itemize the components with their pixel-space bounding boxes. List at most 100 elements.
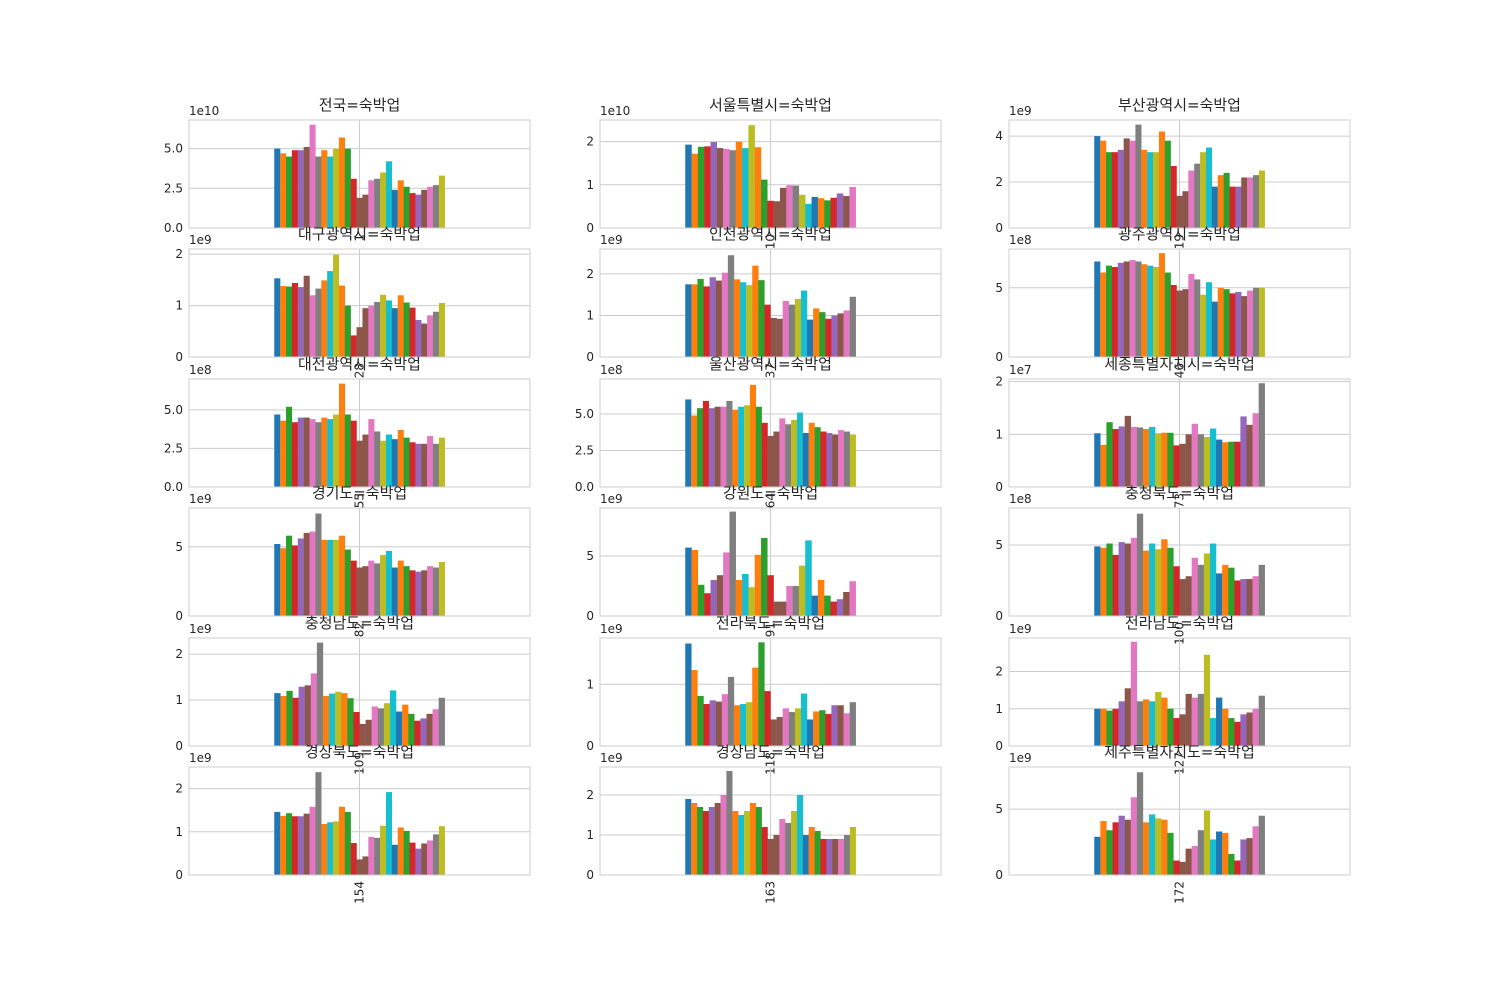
y-tick-label: 0	[995, 609, 1003, 623]
x-tick-label: 10	[764, 234, 778, 249]
bar	[843, 196, 850, 228]
y-tick-label: 1	[586, 178, 594, 192]
bar	[333, 148, 340, 228]
bar	[309, 806, 316, 875]
bar	[830, 601, 837, 616]
subplot-16: 0 1 2 1e9 154 경상북도=숙박업	[175, 743, 531, 904]
subplot-title: 경기도=숙박업	[312, 484, 407, 502]
bar	[1170, 165, 1177, 228]
bar	[817, 580, 825, 616]
bar	[1258, 287, 1265, 357]
bar	[327, 822, 334, 875]
bar	[742, 574, 749, 616]
bar	[1211, 186, 1218, 228]
bar	[438, 437, 445, 487]
bar	[697, 278, 704, 357]
y-tick-label: 1	[175, 693, 183, 707]
bar	[1222, 442, 1229, 487]
bar	[333, 414, 340, 487]
x-tick-label: 91	[764, 622, 778, 637]
subplot-2: 0 1 2 1e10 10 서울특별시=숙박업	[586, 96, 942, 249]
offset-text: 1e8	[1009, 492, 1032, 506]
subplot-12: 0 5 1e8 100 충청북도=숙박업	[995, 484, 1351, 645]
y-tick-label: 0	[175, 739, 183, 753]
bar	[427, 436, 434, 487]
bar	[1100, 140, 1107, 228]
bar	[403, 437, 410, 487]
bar	[1191, 557, 1198, 616]
bar	[817, 198, 825, 228]
bar	[365, 719, 372, 746]
axes-frame	[188, 507, 531, 617]
bar	[415, 443, 422, 487]
bar	[715, 701, 722, 746]
offset-text: 1e7	[1009, 363, 1032, 377]
offset-text: 1e8	[189, 363, 212, 377]
bar	[315, 288, 322, 357]
bar	[438, 175, 445, 228]
bar	[782, 708, 789, 746]
y-tick-label: 2	[175, 247, 183, 261]
bar	[333, 539, 340, 616]
bar	[1234, 860, 1241, 875]
offset-text: 1e10	[189, 104, 219, 118]
bar	[754, 554, 762, 616]
bar	[767, 200, 774, 228]
subplot-3: 0 2 4 1e9 19 부산광역시=숙박업	[995, 96, 1351, 249]
y-tick-label: 0	[995, 350, 1003, 364]
bar	[274, 278, 281, 357]
subplot-title: 강원도=숙박업	[723, 484, 818, 502]
bar	[421, 189, 428, 228]
y-tick-label: 0.0	[164, 480, 183, 494]
bar	[1161, 539, 1168, 616]
bar	[432, 443, 440, 487]
bar	[749, 384, 756, 487]
bar	[814, 427, 821, 487]
axes-frame	[1008, 637, 1351, 747]
bar	[280, 695, 287, 746]
bar	[1094, 136, 1101, 228]
subplot-1: 0.0 2.5 5.0 1e10 1 전국=숙박업	[164, 96, 531, 242]
x-tick-label: 82	[353, 622, 367, 637]
bar	[1241, 296, 1248, 357]
bar	[1197, 830, 1205, 875]
bar	[1106, 710, 1113, 746]
bar	[1211, 301, 1218, 357]
bar	[798, 194, 806, 228]
y-tick-label: 1	[586, 677, 594, 691]
bar	[1142, 550, 1150, 616]
bar	[297, 816, 304, 875]
bar	[685, 144, 692, 228]
bar	[723, 552, 730, 616]
bar	[1141, 149, 1148, 228]
bar	[350, 178, 357, 228]
bar	[409, 307, 416, 357]
bar	[794, 298, 802, 357]
bar	[280, 815, 287, 875]
bar	[420, 718, 427, 746]
bar	[785, 424, 792, 487]
bar	[338, 535, 345, 616]
bar	[274, 811, 281, 875]
bar	[1149, 814, 1156, 875]
bar	[836, 193, 844, 228]
bar	[344, 811, 351, 875]
bar	[837, 705, 844, 746]
bar	[368, 305, 375, 357]
bar	[733, 279, 741, 357]
offset-text: 1e9	[189, 233, 212, 247]
bar	[421, 323, 428, 357]
axes-frame	[188, 637, 531, 747]
bar	[1118, 815, 1125, 875]
bar	[732, 409, 739, 487]
bar	[755, 807, 762, 875]
subplot-title: 대전광역시=숙박업	[298, 355, 421, 373]
bar	[1209, 543, 1217, 616]
bar	[1252, 287, 1260, 357]
bar	[1235, 186, 1242, 228]
bar	[1112, 429, 1119, 487]
bar	[286, 813, 293, 875]
bar	[1117, 149, 1124, 228]
bar	[1185, 848, 1192, 875]
bar	[1135, 261, 1142, 357]
